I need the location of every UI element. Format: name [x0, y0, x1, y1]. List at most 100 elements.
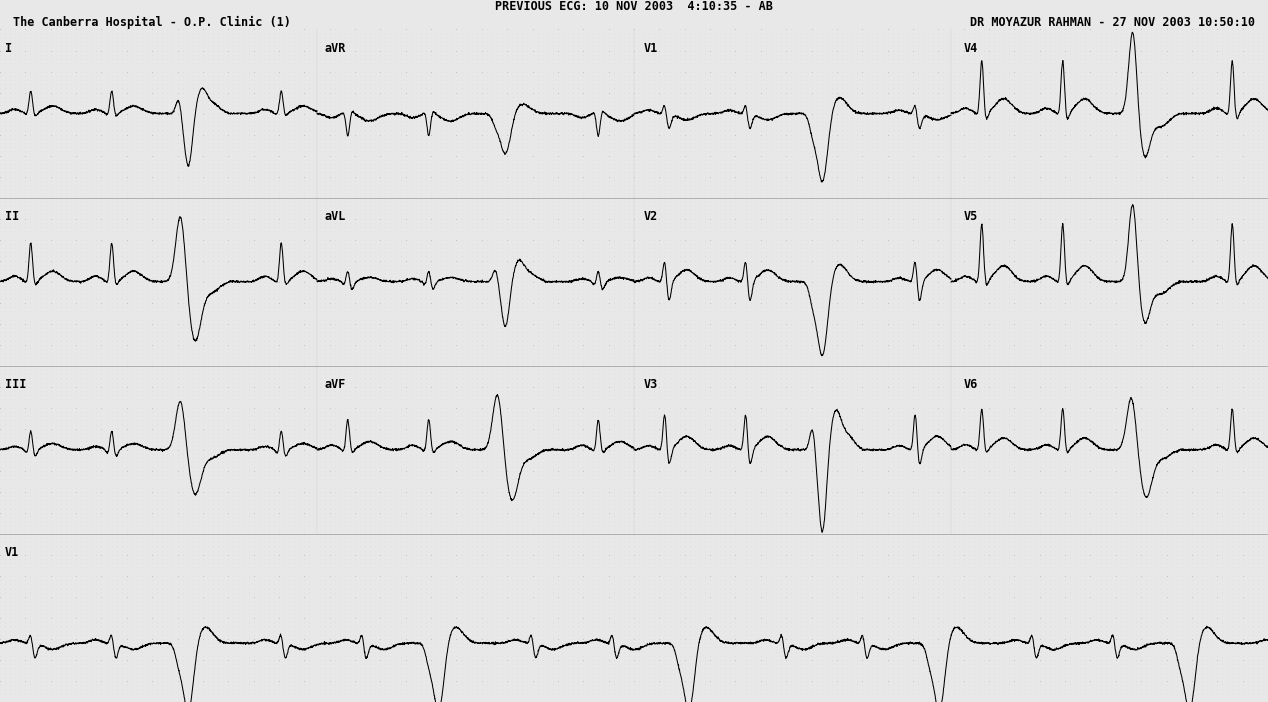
Point — [1025, 600, 1045, 611]
Point — [999, 104, 1019, 115]
Point — [593, 600, 614, 611]
Point — [1019, 482, 1040, 494]
Point — [685, 238, 705, 249]
Point — [36, 331, 56, 342]
Point — [0, 180, 15, 191]
Point — [1156, 246, 1177, 258]
Point — [588, 612, 609, 623]
Point — [883, 520, 903, 531]
Point — [695, 238, 715, 249]
Point — [675, 478, 695, 489]
Point — [147, 449, 167, 460]
Point — [817, 524, 837, 536]
Point — [1035, 532, 1055, 543]
Point — [1030, 373, 1050, 384]
Point — [76, 79, 96, 90]
Point — [122, 326, 142, 338]
Point — [563, 208, 583, 220]
Point — [563, 293, 583, 304]
Point — [1004, 225, 1025, 237]
Point — [1055, 369, 1075, 380]
Point — [893, 495, 913, 506]
Point — [989, 159, 1009, 170]
Point — [543, 28, 563, 39]
Point — [746, 449, 766, 460]
Point — [91, 66, 112, 77]
Point — [1030, 486, 1050, 498]
Point — [243, 557, 264, 569]
Point — [741, 267, 761, 279]
Point — [127, 79, 147, 90]
Point — [56, 284, 76, 296]
Point — [817, 360, 837, 371]
Point — [517, 251, 538, 262]
Point — [959, 415, 979, 426]
Point — [1131, 37, 1151, 48]
Point — [943, 79, 964, 90]
Point — [776, 213, 796, 224]
Point — [178, 280, 198, 291]
Point — [751, 495, 771, 506]
Point — [796, 339, 817, 350]
Point — [314, 499, 335, 510]
Point — [1217, 176, 1238, 187]
Point — [1035, 331, 1055, 342]
Point — [776, 633, 796, 644]
Point — [751, 318, 771, 329]
Point — [832, 499, 852, 510]
Point — [416, 70, 436, 81]
Point — [578, 499, 598, 510]
Point — [857, 267, 877, 279]
Point — [76, 474, 96, 485]
Point — [213, 347, 233, 359]
Point — [1121, 117, 1141, 128]
Point — [964, 478, 984, 489]
Point — [391, 326, 411, 338]
Point — [15, 381, 36, 392]
Point — [1025, 234, 1045, 245]
Point — [756, 528, 776, 539]
Point — [456, 305, 477, 317]
Point — [365, 225, 385, 237]
Point — [563, 364, 583, 376]
Point — [872, 557, 893, 569]
Point — [340, 238, 360, 249]
Point — [157, 83, 178, 94]
Point — [964, 79, 984, 90]
Point — [781, 520, 801, 531]
Point — [345, 66, 365, 77]
Point — [269, 24, 289, 35]
Point — [512, 343, 533, 355]
Point — [370, 508, 391, 519]
Point — [203, 133, 223, 145]
Point — [1014, 192, 1035, 204]
Point — [193, 200, 213, 211]
Point — [1243, 217, 1263, 228]
Point — [1227, 246, 1248, 258]
Point — [36, 142, 56, 153]
Point — [543, 305, 563, 317]
Point — [1253, 280, 1268, 291]
Point — [299, 70, 320, 81]
Point — [162, 478, 183, 489]
Point — [172, 79, 193, 90]
Point — [238, 491, 259, 502]
Point — [502, 419, 522, 430]
Point — [254, 520, 274, 531]
Point — [1080, 24, 1101, 35]
Point — [1111, 360, 1131, 371]
Point — [309, 121, 330, 132]
Point — [578, 196, 598, 207]
Point — [1050, 474, 1070, 485]
Point — [431, 591, 451, 602]
Point — [908, 667, 928, 678]
Point — [1258, 188, 1268, 199]
Point — [512, 423, 533, 435]
Point — [238, 53, 259, 65]
Point — [350, 95, 370, 107]
Point — [1035, 667, 1055, 678]
Point — [431, 398, 451, 409]
Point — [1253, 83, 1268, 94]
Point — [690, 453, 710, 464]
Point — [228, 696, 249, 702]
